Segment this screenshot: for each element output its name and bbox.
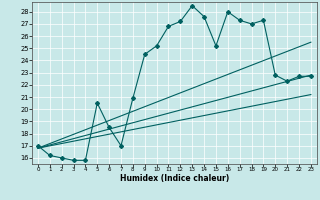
X-axis label: Humidex (Indice chaleur): Humidex (Indice chaleur) [120, 174, 229, 183]
